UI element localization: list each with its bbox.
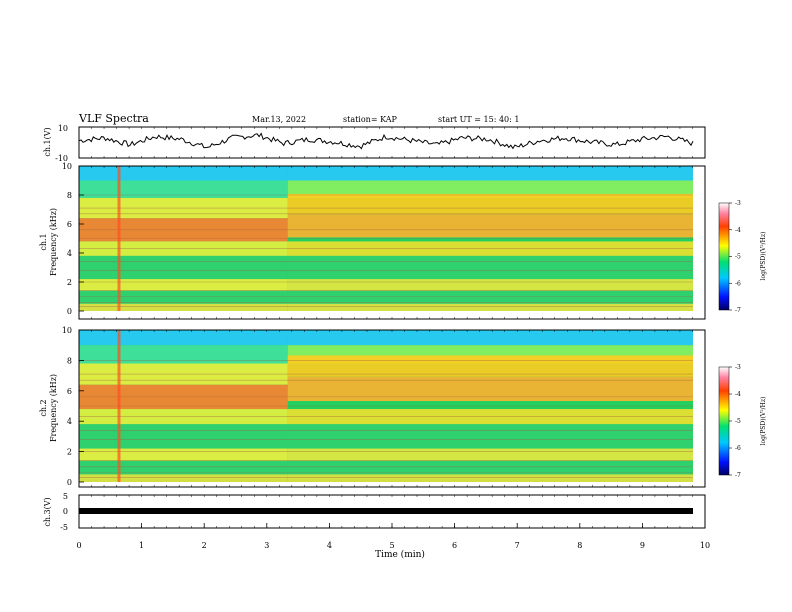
xtick-label: 0 (76, 541, 81, 550)
spectrogram-band (79, 448, 288, 461)
colorbar-tick-label: -5 (735, 254, 741, 261)
xtick-label: 10 (700, 541, 710, 550)
colorbar-tick-label: -5 (735, 418, 741, 425)
ytick-label: 2 (67, 448, 72, 457)
spectrogram-band (287, 355, 693, 377)
colorbar-tick-label: -7 (735, 307, 741, 314)
ch2-spec-channel-label: ch.2 (39, 399, 48, 416)
ytick-label: 4 (67, 249, 72, 258)
ch3-waveform-panel: 5 0 -5 ch.3(V) (43, 492, 706, 532)
xtick-label: 4 (327, 541, 332, 550)
ch1-ytick-bottom: -10 (55, 154, 68, 163)
spectrogram-band (287, 214, 693, 238)
spectrogram-band (287, 166, 693, 181)
ytick-label: 10 (62, 326, 72, 335)
colorbar-ch2: -3 -4 -5 -6 -7 log(PSD)(V²/Hz) (718, 364, 767, 479)
ch3-ytick--5: -5 (60, 523, 68, 532)
colorbar-ch1: -3 -4 -5 -6 -7 log(PSD)(V²/Hz) (718, 200, 767, 314)
spectrogram-band (287, 193, 693, 215)
xtick-label: 2 (202, 541, 207, 550)
ch3-series-band (79, 508, 693, 514)
spectrogram-band (79, 424, 288, 449)
spectrogram-band (79, 460, 288, 475)
ytick-label: 10 (62, 162, 72, 171)
spectrogram-band (79, 303, 288, 311)
spectrogram-band (79, 255, 288, 280)
ytick-label: 8 (67, 356, 72, 365)
spectrogram-band (79, 279, 288, 291)
spectrogram-band (287, 330, 693, 346)
spectrogram-band (287, 279, 693, 291)
ch3-ylabel: ch.3(V) (43, 497, 52, 526)
spectrogram-band (79, 180, 288, 198)
ch1-ytick-top: 10 (58, 124, 68, 133)
x-axis: 0 1 2 3 4 5 6 7 8 9 10 (76, 127, 710, 550)
colorbar-tick-label: -6 (735, 280, 741, 287)
ytick-label: 0 (67, 478, 72, 487)
xtick-label: 9 (640, 541, 645, 550)
xtick-label: 5 (389, 541, 394, 550)
xtick-label: 1 (139, 541, 144, 550)
ytick-label: 6 (67, 387, 72, 396)
ch3-ytick-5: 5 (63, 492, 68, 501)
spectrogram-band (287, 255, 693, 280)
colorbar-tick-label: -6 (735, 445, 741, 452)
xtick-label: 6 (452, 541, 457, 550)
colorbar-ch1-label: log(PSD)(V²/Hz) (760, 232, 767, 281)
ch1-series-line (78, 132, 694, 150)
spectrogram-band (287, 424, 693, 449)
colorbar-tick-label: -3 (735, 364, 741, 371)
colorbar-ch2-label: log(PSD)(V²/Hz) (760, 397, 767, 446)
station-label: station= KAP (343, 115, 398, 124)
xtick-label: 3 (264, 541, 269, 550)
xtick-label: 8 (577, 541, 582, 550)
spectrogram-band (79, 474, 288, 482)
spectrogram-band (287, 460, 693, 475)
colorbar-tick-label: -4 (735, 391, 741, 398)
spectrogram-band (287, 180, 693, 198)
ytick-label: 0 (67, 307, 72, 316)
ytick-label: 4 (67, 417, 72, 426)
ytick-label: 2 (67, 278, 72, 287)
ch1-spectrogram-panel: 0 2 4 6 8 10 ch.1 Frequency (kHz) (39, 162, 706, 320)
spectrogram-band (287, 290, 693, 304)
colorbar-ch2-gradient (718, 366, 730, 476)
ch1-spec-ylabel: Frequency (kHz) (49, 208, 58, 276)
spectrogram-band (79, 330, 288, 346)
ch2-spectrogram-panel: 0 2 4 6 8 10 ch.2 Frequency (kHz) (39, 326, 706, 488)
ch3-ytick-0: 0 (63, 507, 68, 516)
ytick-label: 6 (67, 220, 72, 229)
spectrogram-band (79, 166, 288, 181)
ytick-label: 8 (67, 191, 72, 200)
xtick-label: 7 (515, 541, 520, 550)
spectrogram-band (79, 345, 288, 364)
chart-title: VLF Spectra (78, 112, 149, 125)
date-label: Mar.13, 2022 (252, 115, 306, 124)
spectrogram-band (287, 474, 693, 482)
ch1-waveform-panel: 10 -10 ch.1(V) (43, 124, 706, 163)
ch2-spec-ylabel: Frequency (kHz) (49, 374, 58, 442)
colorbar-ch1-gradient (718, 202, 730, 311)
spectrogram-band (79, 290, 288, 304)
ch1-spec-channel-label: ch.1 (39, 233, 48, 250)
colorbar-tick-label: -7 (735, 472, 741, 479)
colorbar-tick-label: -4 (735, 227, 741, 234)
start-time-label: start UT = 15: 40: 1 (438, 115, 519, 124)
ch1-axes-frame (78, 126, 706, 159)
spectrogram-band (287, 448, 693, 461)
colorbar-tick-label: -3 (735, 200, 741, 207)
x-axis-label: Time (min) (375, 549, 425, 560)
ch1-ylabel: ch.1(V) (43, 127, 52, 156)
spectrogram-band (287, 303, 693, 311)
